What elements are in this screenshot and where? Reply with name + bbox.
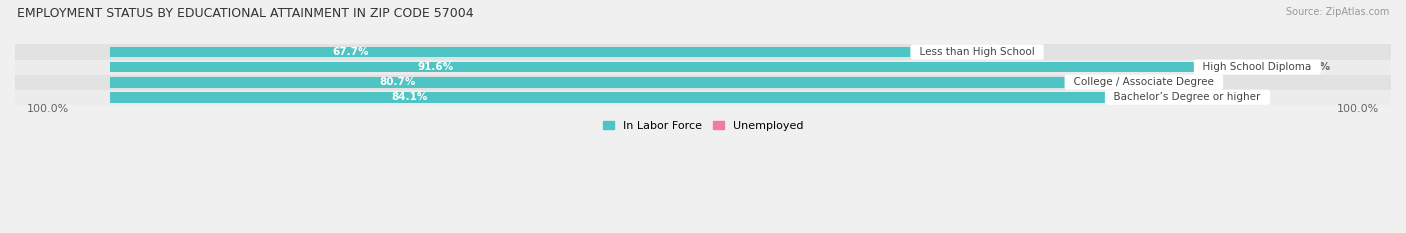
Text: 91.6%: 91.6% — [418, 62, 454, 72]
Text: 2.6%: 2.6% — [1156, 92, 1185, 102]
Text: 100.0%: 100.0% — [1337, 103, 1379, 113]
Bar — [15, 75, 1391, 90]
Text: 80.7%: 80.7% — [378, 77, 415, 87]
Text: EMPLOYMENT STATUS BY EDUCATIONAL ATTAINMENT IN ZIP CODE 57004: EMPLOYMENT STATUS BY EDUCATIONAL ATTAINM… — [17, 7, 474, 20]
Bar — [110, 77, 1067, 88]
Text: 100.0%: 100.0% — [27, 103, 69, 113]
Bar — [1067, 77, 1076, 88]
Bar — [1197, 62, 1284, 72]
Bar — [110, 92, 1108, 103]
Text: 67.7%: 67.7% — [333, 47, 368, 57]
Bar — [110, 62, 1197, 72]
Bar — [15, 45, 1391, 60]
Bar — [15, 90, 1391, 105]
Bar — [110, 47, 912, 57]
Text: Source: ZipAtlas.com: Source: ZipAtlas.com — [1285, 7, 1389, 17]
Bar — [1108, 92, 1139, 103]
Text: 0.7%: 0.7% — [1094, 77, 1122, 87]
Text: High School Diploma: High School Diploma — [1197, 62, 1319, 72]
Text: 7.3%: 7.3% — [1301, 62, 1330, 72]
Text: Bachelor’s Degree or higher: Bachelor’s Degree or higher — [1108, 92, 1267, 102]
Text: 7.1%: 7.1% — [1015, 47, 1045, 57]
Text: 84.1%: 84.1% — [391, 92, 427, 102]
Legend: In Labor Force, Unemployed: In Labor Force, Unemployed — [598, 116, 808, 135]
Text: College / Associate Degree: College / Associate Degree — [1067, 77, 1220, 87]
Bar — [912, 47, 997, 57]
Bar — [15, 60, 1391, 75]
Text: Less than High School: Less than High School — [912, 47, 1042, 57]
